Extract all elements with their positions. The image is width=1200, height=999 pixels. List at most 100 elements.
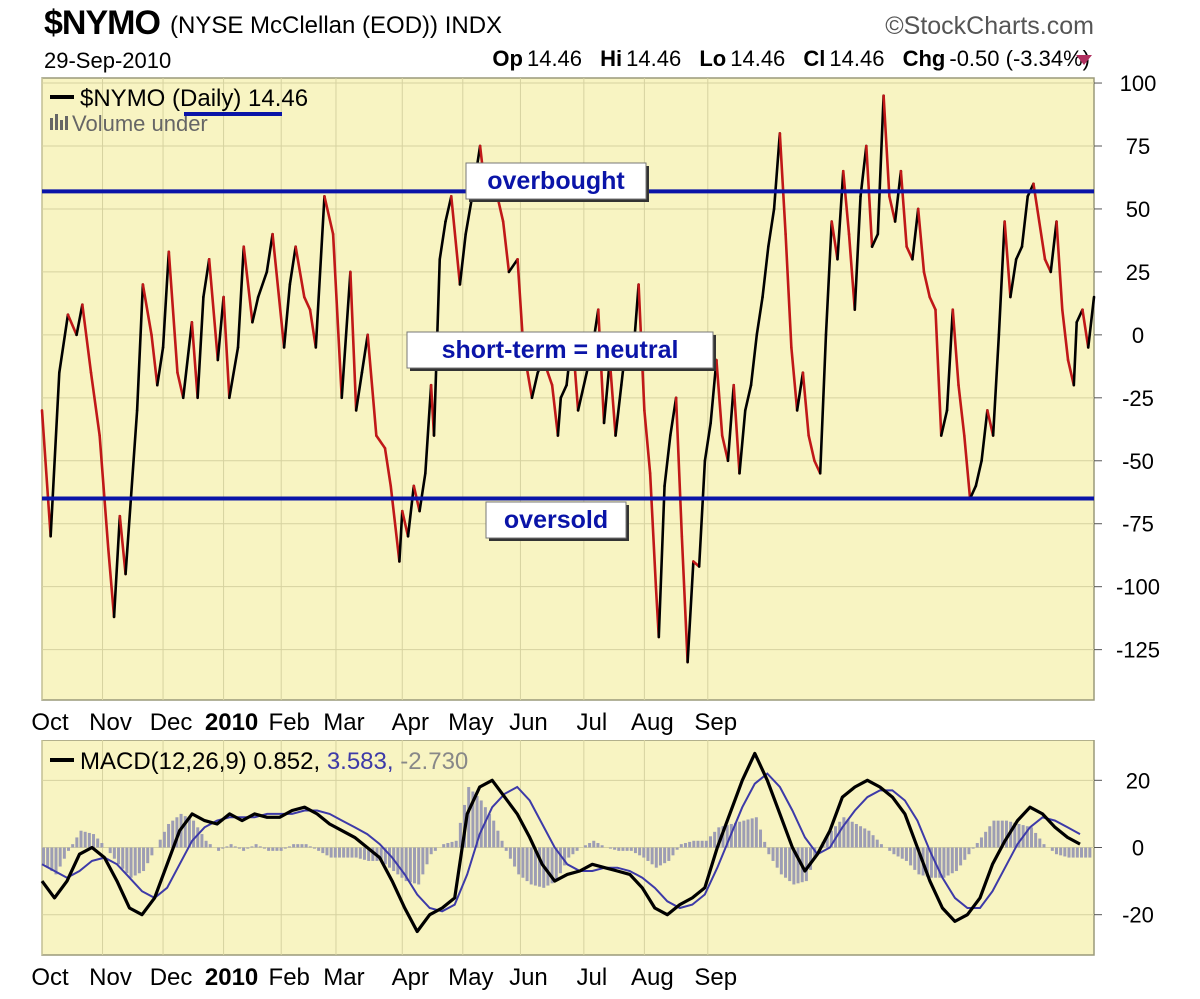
histogram-bar: [187, 818, 191, 848]
x-tick-label: Oct: [31, 964, 69, 991]
nymo-segment: [755, 295, 764, 337]
nymo-segment: [251, 295, 260, 324]
nymo-segment: [66, 313, 78, 337]
histogram-bar: [875, 839, 879, 848]
nymo-segment: [899, 169, 908, 249]
brand-logo-text[interactable]: ©StockCharts.com: [885, 12, 1094, 40]
histogram-bar: [913, 847, 917, 870]
histogram-bar: [171, 820, 175, 848]
histogram-bar: [488, 813, 492, 848]
histogram-bar: [846, 819, 850, 848]
histogram-bar: [1050, 847, 1054, 851]
nymo-segment: [876, 94, 885, 236]
histogram-bar: [312, 847, 316, 849]
histogram-bar: [483, 807, 487, 848]
histogram-bar: [517, 847, 521, 875]
open-value: 14.46: [526, 46, 583, 71]
nymo-segment: [738, 409, 747, 475]
histogram-bar: [642, 847, 646, 858]
histogram-bar: [629, 847, 633, 851]
nymo-segment: [242, 245, 254, 324]
nymo-segment: [75, 303, 84, 337]
histogram-bar: [425, 847, 429, 865]
nymo-segment: [81, 303, 93, 374]
nymo-segment: [202, 258, 211, 299]
histogram-bar: [279, 847, 283, 851]
histogram-bar: [954, 847, 958, 872]
nymo-segment: [790, 346, 799, 412]
nymo-segment: [997, 220, 1006, 337]
histogram-bar: [354, 847, 358, 858]
nymo-segment: [697, 459, 707, 568]
histogram-bar: [879, 844, 883, 848]
nymo-segment: [853, 195, 862, 311]
nymo-segment: [1009, 258, 1018, 299]
label-box: [465, 162, 647, 200]
change-label: Chg: [902, 46, 946, 71]
histogram-bar: [408, 847, 412, 883]
histogram-bar: [308, 846, 312, 848]
histogram-bar: [142, 847, 146, 872]
histogram-bar: [137, 847, 141, 874]
histogram-bar: [1084, 847, 1088, 858]
histogram-bar: [850, 821, 854, 848]
histogram-bar: [683, 843, 687, 848]
nymo-segment: [190, 320, 199, 400]
nymo-segment: [507, 258, 519, 274]
nymo-segment: [118, 514, 127, 576]
nymo-segment: [939, 409, 949, 437]
histogram-bar: [475, 795, 479, 848]
nymo-segment: [418, 472, 427, 513]
nymo-segment: [859, 144, 868, 198]
histogram-bar: [871, 835, 875, 848]
histogram-bar: [583, 845, 587, 848]
x-tick-label: Aug: [631, 964, 674, 991]
nymo-segment: [801, 371, 810, 437]
nymo-segment: [870, 232, 880, 249]
overbought-label: overbought: [487, 167, 625, 195]
x-tick-label: Feb: [269, 709, 310, 736]
nymo-segment: [1060, 308, 1070, 362]
nymo-segment: [141, 283, 153, 337]
x-tick-label: Mar: [323, 964, 364, 991]
y-tick-label: 0: [1132, 836, 1144, 861]
histogram-bar: [429, 847, 433, 855]
macd-lines: [40, 751, 1081, 934]
histogram-bar: [700, 840, 704, 848]
histogram-bar: [854, 823, 858, 848]
nymo-segment: [703, 421, 712, 463]
histogram-bar: [350, 847, 354, 858]
histogram-bar: [504, 847, 508, 851]
histogram-bar: [667, 847, 671, 861]
nymo-segment: [749, 333, 759, 387]
nymo-segment: [155, 346, 165, 387]
histogram-bar: [467, 787, 471, 848]
label-box: [406, 331, 714, 369]
histogram-bar: [167, 823, 171, 848]
histogram-bar: [367, 847, 371, 861]
histogram-bar: [900, 847, 904, 859]
nymo-segment: [216, 295, 225, 362]
threshold-labels: overbought short-term = neutral oversold: [406, 162, 716, 541]
x-tick-label: 2010: [205, 964, 258, 991]
nymo-segment: [865, 144, 874, 249]
histogram-bar: [287, 846, 291, 848]
y-tick-label: 0: [1132, 323, 1144, 348]
nymo-segment: [398, 509, 404, 563]
histogram-bar: [1004, 820, 1008, 848]
nymo-segment: [726, 383, 736, 463]
x-tick-label: Apr: [392, 709, 429, 736]
histogram-bar: [746, 819, 750, 848]
histogram-bar: [917, 847, 921, 875]
macd-chart: 20 0 -20 Oct Nov Dec 2010 Feb Mar Apr May Jun Jul Au…: [31, 740, 1154, 991]
histogram-bar: [492, 820, 496, 848]
histogram-bar: [146, 847, 150, 864]
nymo-segment: [945, 308, 955, 412]
nymo-segment: [841, 169, 851, 236]
histogram-bar: [292, 844, 296, 848]
histogram-bar: [1067, 847, 1071, 858]
nymo-segment: [550, 383, 560, 437]
nymo-segment: [934, 308, 943, 437]
nymo-segment: [181, 320, 194, 400]
y-tick-label: -20: [1122, 903, 1154, 928]
